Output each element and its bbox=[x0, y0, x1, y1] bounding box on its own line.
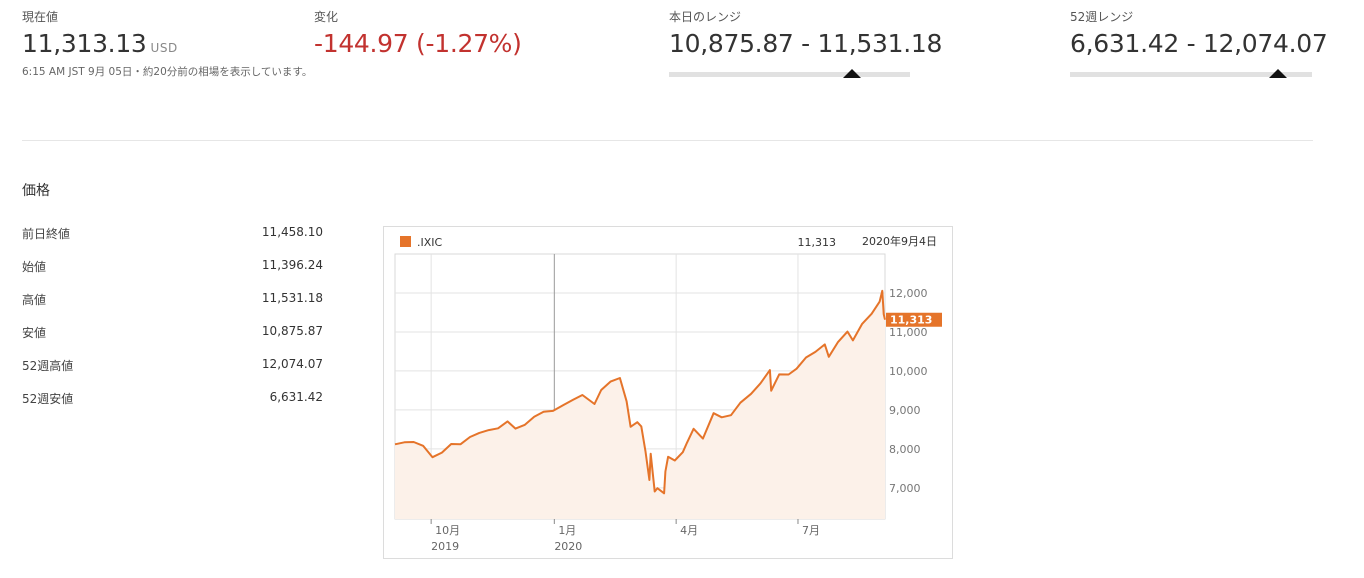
price-row-value: 11,396.24 bbox=[261, 258, 323, 272]
quote-time-note: 6:15 AM JST 9月 05日・約20分前の相場を表示しています。 bbox=[22, 66, 313, 78]
price-row-key: 52週高値 bbox=[22, 359, 74, 373]
chart-header: .IXIC 11,313 2020年9月4日 bbox=[400, 234, 937, 249]
day-range-block: 本日のレンジ 10,875.87 - 11,531.18 bbox=[669, 8, 942, 58]
x-tick-label: 4月 bbox=[680, 524, 698, 537]
price-row: 安値 10,875.87 bbox=[22, 324, 323, 357]
price-row-key: 安値 bbox=[22, 326, 47, 340]
price-row-key: 52週安値 bbox=[22, 392, 74, 406]
change-label: 変化 bbox=[314, 10, 339, 24]
price-row-value: 12,074.07 bbox=[261, 357, 323, 371]
price-row: 前日終値 11,458.10 bbox=[22, 225, 323, 258]
price-chart-svg: .IXIC 11,313 2020年9月4日 7,000 8,000 9,000 10… bbox=[394, 234, 942, 553]
series-area bbox=[395, 290, 885, 519]
price-row-key: 始値 bbox=[22, 260, 47, 274]
week52-range-value: 6,631.42 - 12,074.07 bbox=[1070, 29, 1328, 58]
price-row-key: 前日終値 bbox=[22, 227, 71, 241]
chart-header-value: 11,313 bbox=[798, 236, 837, 249]
day-range-value: 10,875.87 - 11,531.18 bbox=[669, 29, 943, 58]
current-price: 11,313.13 USD bbox=[22, 29, 312, 58]
x-axis-labels: 10月 2019 1月 2020 4月 7月 bbox=[431, 524, 820, 553]
week52-range-block: 52週レンジ 6,631.42 - 12,074.07 bbox=[1070, 8, 1328, 58]
y-tick-label: 10,000 bbox=[889, 365, 928, 378]
day-range-label: 本日のレンジ bbox=[669, 10, 742, 24]
current-price-label: 現在値 bbox=[22, 10, 59, 24]
week52-range-marker bbox=[1269, 69, 1288, 78]
series-line bbox=[394, 289, 886, 495]
y-tick-label: 11,000 bbox=[889, 326, 928, 339]
x-tick-label: 7月 bbox=[802, 524, 820, 537]
day-range-bar bbox=[669, 72, 910, 77]
last-value-tag: 11,313 bbox=[886, 312, 942, 327]
current-price-value: 11,313.13 bbox=[22, 29, 147, 58]
y-tick-label: 9,000 bbox=[889, 404, 921, 417]
day-range-marker bbox=[843, 69, 862, 78]
price-row: 52週高値 12,074.07 bbox=[22, 357, 323, 390]
y-axis-labels: 7,000 8,000 9,000 10,000 11,000 12,000 bbox=[889, 287, 928, 495]
x-tick-year: 2020 bbox=[554, 540, 582, 553]
x-tick-label: 10月 bbox=[435, 524, 460, 537]
price-row-value: 6,631.42 bbox=[269, 390, 323, 404]
last-value-label: 11,313 bbox=[890, 314, 932, 327]
price-row: 52週安値 6,631.42 bbox=[22, 390, 323, 423]
change-value: -144.97 (-1.27%) bbox=[314, 29, 522, 58]
y-tick-label: 7,000 bbox=[889, 482, 921, 495]
legend-label: .IXIC bbox=[417, 236, 443, 249]
y-tick-label: 12,000 bbox=[889, 287, 928, 300]
last-value-bg bbox=[886, 312, 942, 327]
price-row-value: 11,531.18 bbox=[261, 291, 323, 305]
legend-swatch bbox=[400, 236, 411, 247]
price-chart: .IXIC 11,313 2020年9月4日 7,000 8,000 9,000 10… bbox=[383, 226, 953, 559]
current-price-block: 現在値 11,313.13 USD 6:15 AM JST 9月 05日・約20分… bbox=[22, 8, 312, 79]
currency-unit: USD bbox=[150, 41, 178, 55]
section-divider bbox=[22, 140, 1313, 141]
x-tick-year: 2019 bbox=[431, 540, 459, 553]
week52-range-label: 52週レンジ bbox=[1070, 10, 1134, 24]
price-row: 始値 11,396.24 bbox=[22, 258, 323, 291]
change-block: 変化 -144.97 (-1.27%) bbox=[314, 8, 522, 58]
y-tick-label: 8,000 bbox=[889, 443, 921, 456]
price-row-value: 11,458.10 bbox=[261, 225, 323, 239]
prices-section-title: 価格 bbox=[22, 183, 50, 199]
chart-header-date: 2020年9月4日 bbox=[862, 234, 937, 248]
week52-range-bar bbox=[1070, 72, 1312, 77]
price-row-value: 10,875.87 bbox=[261, 324, 323, 338]
price-row: 高値 11,531.18 bbox=[22, 291, 323, 324]
price-row-key: 高値 bbox=[22, 293, 47, 307]
price-table: 前日終値 11,458.10 始値 11,396.24 高値 11,531.18 安値 10,… bbox=[22, 225, 323, 423]
x-tick-label: 1月 bbox=[558, 524, 576, 537]
